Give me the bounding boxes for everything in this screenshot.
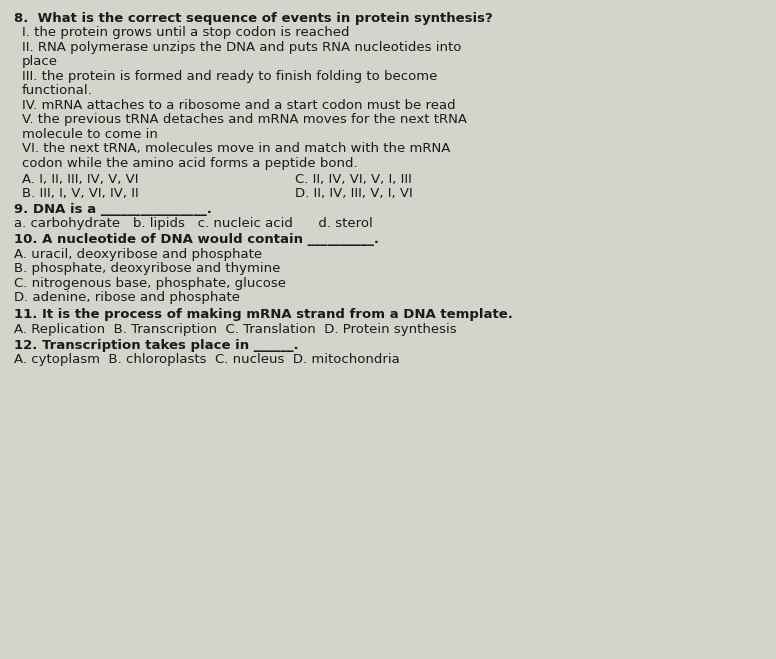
Text: IV. mRNA attaches to a ribosome and a start codon must be read: IV. mRNA attaches to a ribosome and a st… — [22, 99, 456, 112]
Text: codon while the amino acid forms a peptide bond.: codon while the amino acid forms a pepti… — [22, 157, 358, 170]
Text: C. II, IV, VI, V, I, III: C. II, IV, VI, V, I, III — [295, 173, 412, 186]
Text: 10. A nucleotide of DNA would contain __________.: 10. A nucleotide of DNA would contain __… — [14, 233, 379, 246]
Text: a. carbohydrate   b. lipids   c. nucleic acid      d. sterol: a. carbohydrate b. lipids c. nucleic aci… — [14, 217, 372, 231]
Text: D. II, IV, III, V, I, VI: D. II, IV, III, V, I, VI — [295, 187, 413, 200]
Text: A. I, II, III, IV, V, VI: A. I, II, III, IV, V, VI — [22, 173, 138, 186]
Text: D. adenine, ribose and phosphate: D. adenine, ribose and phosphate — [14, 291, 240, 304]
Text: 9. DNA is a ________________.: 9. DNA is a ________________. — [14, 203, 212, 216]
Text: A. uracil, deoxyribose and phosphate: A. uracil, deoxyribose and phosphate — [14, 248, 262, 261]
Text: functional.: functional. — [22, 84, 92, 98]
Text: 8.  What is the correct sequence of events in protein synthesis?: 8. What is the correct sequence of event… — [14, 12, 493, 25]
Text: V. the previous tRNA detaches and mRNA moves for the next tRNA: V. the previous tRNA detaches and mRNA m… — [22, 113, 466, 127]
Text: B. phosphate, deoxyribose and thymine: B. phosphate, deoxyribose and thymine — [14, 262, 280, 275]
Text: II. RNA polymerase unzips the DNA and puts RNA nucleotides into: II. RNA polymerase unzips the DNA and pu… — [22, 41, 461, 54]
Text: place: place — [22, 55, 57, 69]
Text: I. the protein grows until a stop codon is reached: I. the protein grows until a stop codon … — [22, 26, 349, 40]
Text: III. the protein is formed and ready to finish folding to become: III. the protein is formed and ready to … — [22, 70, 437, 83]
Text: 12. Transcription takes place in ______.: 12. Transcription takes place in ______. — [14, 339, 299, 352]
Text: VI. the next tRNA, molecules move in and match with the mRNA: VI. the next tRNA, molecules move in and… — [22, 142, 450, 156]
Text: C. nitrogenous base, phosphate, glucose: C. nitrogenous base, phosphate, glucose — [14, 277, 286, 290]
Text: A. cytoplasm  B. chloroplasts  C. nucleus  D. mitochondria: A. cytoplasm B. chloroplasts C. nucleus … — [14, 353, 400, 366]
Text: molecule to come in: molecule to come in — [22, 128, 158, 141]
Text: 11. It is the process of making mRNA strand from a DNA template.: 11. It is the process of making mRNA str… — [14, 308, 513, 322]
Text: A. Replication  B. Transcription  C. Translation  D. Protein synthesis: A. Replication B. Transcription C. Trans… — [14, 323, 456, 336]
Text: B. III, I, V, VI, IV, II: B. III, I, V, VI, IV, II — [22, 187, 138, 200]
